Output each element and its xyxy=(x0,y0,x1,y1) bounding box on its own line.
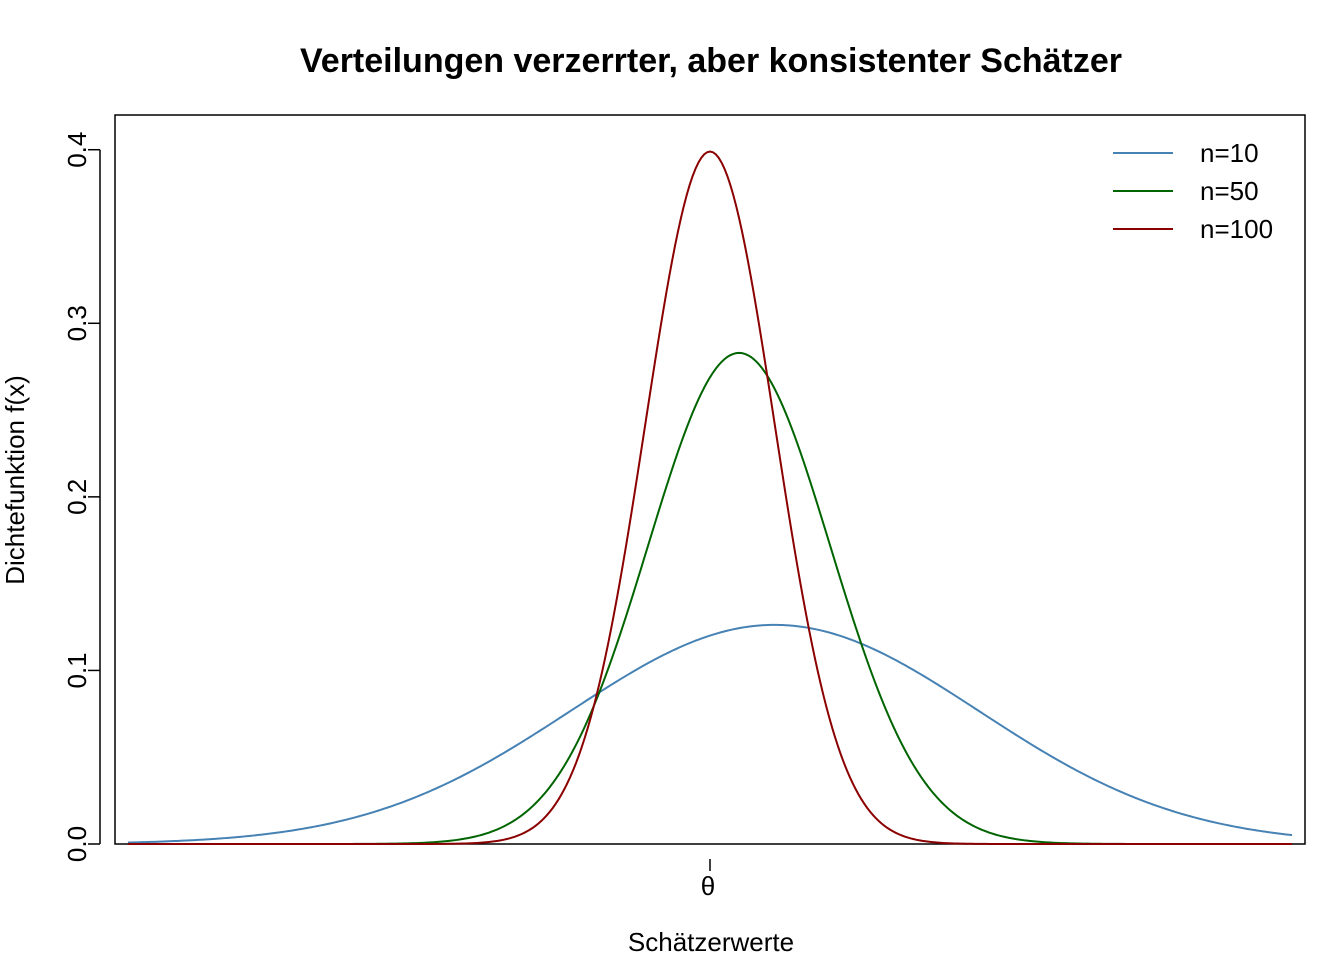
chart-title: Verteilungen verzerrter, aber konsistent… xyxy=(300,42,1122,80)
series-line-2 xyxy=(127,351,1293,845)
curves-layer xyxy=(127,150,1293,845)
legend-label-2: n=50 xyxy=(1200,176,1259,206)
y-tick-label-3: 0.3 xyxy=(62,305,92,341)
y-tick-label-1: 0.1 xyxy=(62,652,92,688)
legend-label-1: n=10 xyxy=(1200,138,1259,168)
y-axis: 0.0 0.1 0.2 0.3 0.4 xyxy=(62,132,101,862)
x-axis-label: Schätzerwerte xyxy=(628,927,794,957)
y-tick-label-0: 0.0 xyxy=(62,826,92,862)
legend: n=10 n=50 n=100 xyxy=(1113,138,1273,244)
legend-label-3: n=100 xyxy=(1200,214,1273,244)
x-tick-label-0: θ xyxy=(701,871,715,901)
series-line-3 xyxy=(127,150,1293,845)
series-line-1 xyxy=(127,623,1293,844)
x-axis: θ xyxy=(701,859,715,901)
y-tick-label-4: 0.4 xyxy=(62,132,92,168)
y-axis-label: Dichtefunktion f(x) xyxy=(0,375,30,585)
plot-frame xyxy=(114,114,1306,845)
y-tick-label-2: 0.2 xyxy=(62,479,92,515)
